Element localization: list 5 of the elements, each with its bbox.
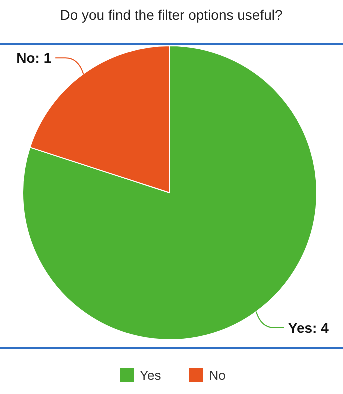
- legend-label: No: [209, 368, 226, 383]
- chart-title: Do you find the filter options useful?: [60, 7, 284, 23]
- data-label: No: 1: [16, 50, 52, 66]
- data-label: Yes: 4: [288, 320, 330, 336]
- legend-label: Yes: [140, 368, 162, 383]
